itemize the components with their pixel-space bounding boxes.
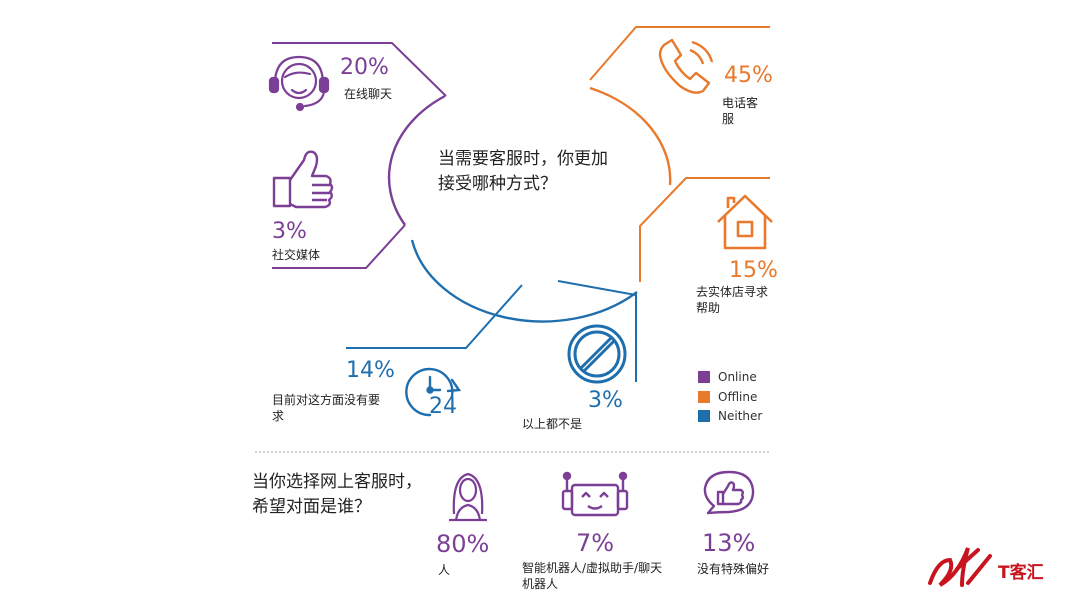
label-offline-phone: 电话客服 [722,96,759,126]
pct-neither-norequire: 14% [346,358,395,383]
pct-online-chat: 20% [340,55,389,80]
clock-24-icon [405,367,462,417]
legend-online-swatch [698,371,710,383]
legend-offline-label: Offline [718,390,758,404]
label-human: 人 [438,563,451,577]
pct-neither-none: 3% [588,388,623,413]
bubble-offline-arc [589,86,672,186]
legend-offline: Offline [698,388,757,406]
question-2: 当你选择网上客服时，希望对面是谁？ [252,472,422,517]
legend-online-label: Online [718,370,757,384]
headset-icon [268,55,330,112]
label-online-social: 社交媒体 [272,248,321,262]
label-online-chat: 在线聊天 [344,87,393,101]
pct-offline-store: 15% [729,258,778,283]
brand-logo-text: T客汇 [998,563,1044,583]
robot-icon [561,471,629,517]
pct-robot: 7% [576,529,615,557]
label-neither-none: 以上都不是 [522,417,583,431]
legend-neither: Neither [698,407,762,425]
thumbs-up-icon [272,150,334,209]
bubble-online-arc [387,94,446,226]
label-offline-store: 去实体店寻求帮助 [696,285,769,315]
offline-line-bottom [639,177,770,282]
pct-online-social: 3% [272,219,307,244]
label-nopref: 没有特殊偏好 [697,562,770,576]
no-entry-icon [567,324,627,384]
clock-24-text: 24 [429,394,457,419]
label-robot: 智能机器人/虚拟助手/聊天机器人 [522,561,663,591]
pct-nopref: 13% [702,529,756,557]
pct-human: 80% [436,530,490,558]
legend-offline-swatch [698,391,710,403]
person-icon [449,472,487,522]
online-line-bottom [272,224,406,269]
legend-neither-label: Neither [718,409,763,423]
brand-logo-icon [928,547,992,587]
legend-neither-swatch [698,410,710,422]
question-1: 当需要客服时，你更加接受哪种方式？ [438,149,608,194]
label-neither-norequire: 目前对这方面没有要求 [272,393,381,423]
pct-offline-phone: 45% [724,63,773,88]
legend-online: Online [698,368,757,386]
neither-line-right [557,280,637,382]
store-icon [717,194,773,250]
offline-line-top [589,26,770,81]
chat-like-icon [703,470,755,515]
neither-line-left [346,284,523,349]
online-line-top [272,42,447,97]
phone-icon [658,38,714,94]
bubble-neither-arc [410,239,638,323]
